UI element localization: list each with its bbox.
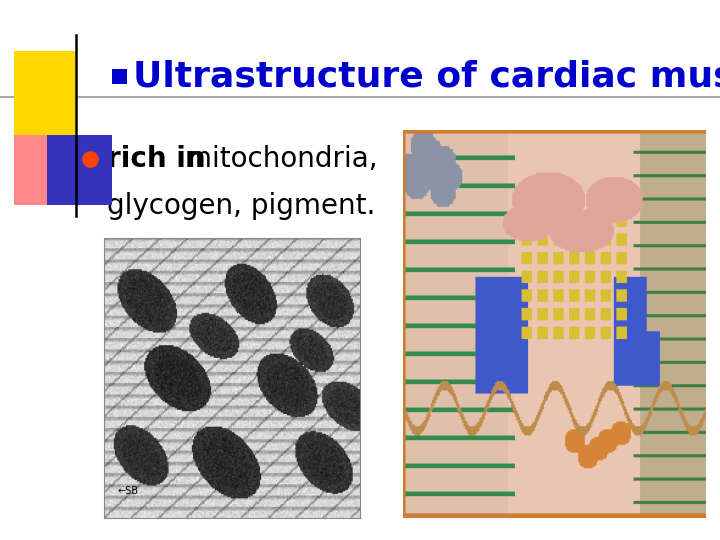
Bar [47,135,112,205]
Bar [14,135,68,205]
Text: mitochondria,: mitochondria, [176,145,378,173]
Text: ←SB: ←SB [117,486,138,496]
Bar [14,51,76,135]
Text: glycogen, pigment.: glycogen, pigment. [107,192,375,220]
Text: Ultrastructure of cardiac muscle: Ultrastructure of cardiac muscle [133,60,720,93]
Bar [112,69,127,84]
Text: rich in: rich in [107,145,205,173]
